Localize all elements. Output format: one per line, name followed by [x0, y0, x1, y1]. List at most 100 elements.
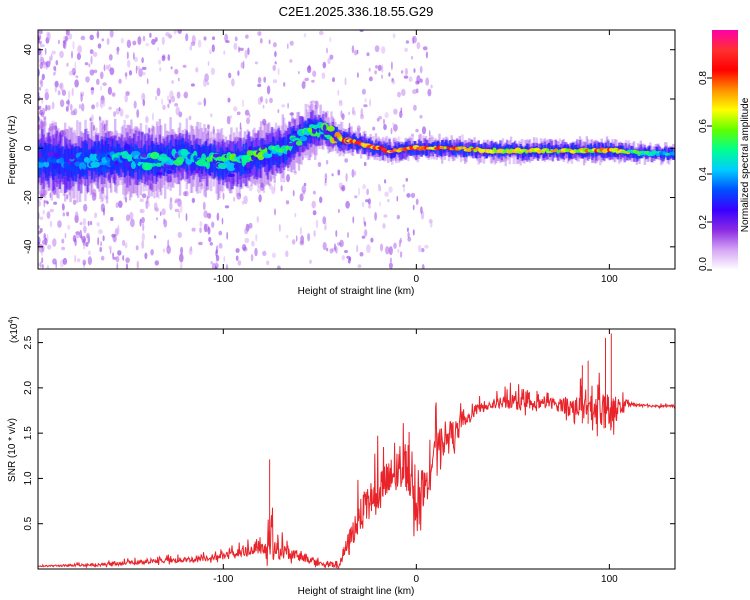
- spectrogram-noise-blob: [103, 123, 106, 132]
- spectrogram-y-tick-label: 20: [23, 93, 34, 105]
- snr-y-tick-label: 2.0: [23, 380, 34, 394]
- spectrogram-noise-blob: [132, 40, 137, 46]
- spectrogram-noise-blob: [404, 67, 408, 76]
- spectrogram-noise-blob: [400, 107, 403, 113]
- spectrogram-noise-blob: [125, 196, 128, 203]
- spectrogram-noise-blob: [379, 201, 381, 207]
- spectrogram-ridge-band: [449, 140, 452, 151]
- spectrogram-noise-blob: [51, 50, 56, 55]
- spectrogram-core-blob: [245, 162, 251, 169]
- spectrogram-noise-blob: [128, 70, 133, 76]
- spectrogram-noise-blob: [293, 170, 298, 175]
- spectrogram-noise-blob: [363, 104, 368, 108]
- spectrogram-noise-blob: [389, 257, 392, 263]
- spectrogram-noise-blob: [145, 43, 150, 47]
- spectrogram-core-blob: [80, 168, 85, 174]
- spectrogram-noise-blob: [393, 124, 398, 132]
- spectrogram-noise-blob: [242, 99, 244, 108]
- spectrogram-noise-blob: [383, 118, 385, 125]
- spectrogram-noise-blob: [324, 111, 328, 118]
- spectrogram-noise-blob: [183, 92, 187, 98]
- spectrogram-noise-blob: [361, 201, 365, 208]
- colorbar-label: Normalized spectral amplitude: [740, 97, 750, 232]
- spectrogram-noise-blob: [260, 182, 265, 191]
- spectrogram-noise-blob: [335, 230, 338, 237]
- spectrogram-noise-blob: [243, 195, 248, 205]
- spectrogram-noise-blob: [257, 76, 262, 84]
- spectrogram-noise-blob: [88, 63, 91, 68]
- spectrogram-ridge-band: [351, 134, 355, 152]
- spectrogram-noise-blob: [226, 231, 229, 240]
- spectrogram-noise-blob: [244, 49, 248, 59]
- spectrogram-noise-blob: [322, 61, 327, 69]
- spectrogram-noise-blob: [356, 244, 359, 253]
- spectrogram-ridge-band: [546, 144, 549, 151]
- spectrogram-noise-blob: [425, 51, 428, 59]
- spectrogram-noise-blob: [167, 239, 170, 249]
- spectrogram-noise-blob: [44, 91, 49, 101]
- spectrogram-noise-blob: [312, 210, 317, 216]
- spectrogram-ridge-band: [526, 143, 529, 152]
- spectrogram-noise-blob: [64, 37, 67, 46]
- spectrogram-noise-blob: [271, 252, 277, 258]
- spectrogram-noise-blob: [415, 80, 420, 85]
- spectrogram-noise-blob: [387, 199, 390, 203]
- spectrogram-ridge-band: [482, 142, 486, 155]
- spectrogram-noise-blob: [388, 246, 393, 256]
- spectrogram-ridge-band: [572, 142, 575, 152]
- spectrogram-noise-blob: [90, 220, 93, 226]
- spectrogram-noise-blob: [141, 240, 145, 249]
- spectrogram-ridge-band: [364, 143, 367, 154]
- spectrogram-noise-blob: [94, 212, 98, 219]
- spectrogram-ridge-band: [332, 126, 336, 140]
- spectrogram-noise-blob: [112, 252, 114, 259]
- spectrogram-noise-blob: [74, 254, 77, 263]
- spectrogram-noise-blob: [185, 213, 188, 222]
- spectrogram-ridge-band: [350, 140, 353, 150]
- snr-y-axis: 0.5 1.0 1.5 2.0 2.5: [23, 335, 675, 531]
- spectrogram-ridge-band: [485, 148, 488, 159]
- spectrogram-ridge-band: [435, 144, 438, 157]
- spectrogram-noise-blob: [199, 227, 202, 234]
- spectrogram-noise-blob: [248, 113, 251, 118]
- spectrogram-noise-blob: [405, 40, 410, 44]
- spectrogram-noise-blob: [67, 98, 70, 108]
- spectrogram-noise-blob: [46, 105, 51, 111]
- spectrogram-noise-blob: [419, 114, 423, 119]
- spectrogram-noise-blob: [349, 256, 352, 261]
- spectrogram-noise-blob: [166, 95, 170, 102]
- spectrogram-ridge-band: [468, 150, 471, 156]
- spectrogram-noise-blob: [137, 36, 142, 45]
- spectrogram-noise-blob: [224, 205, 230, 209]
- spectrogram-core-blob: [671, 152, 675, 156]
- spectrogram-noise-blob: [289, 112, 294, 116]
- spectrogram-y-tick-label: -20: [23, 190, 34, 205]
- spectrogram-core-blob: [44, 156, 49, 163]
- spectrogram-noise-blob: [100, 241, 102, 247]
- spectrogram-ridge-band: [397, 142, 401, 151]
- spectrogram-ridge-band: [431, 142, 434, 148]
- spectrogram-noise-blob: [81, 103, 85, 112]
- spectrogram-ridge-band: [377, 141, 380, 150]
- spectrogram-ridge-band: [573, 145, 576, 153]
- spectrogram-ridge-band: [526, 146, 529, 162]
- spectrogram-noise-blob: [54, 85, 57, 93]
- spectrogram-noise-blob: [71, 87, 74, 97]
- spectrogram-noise-blob: [198, 241, 203, 246]
- spectrogram-noise-blob: [207, 124, 210, 129]
- spectrogram-ridge-band: [601, 143, 605, 152]
- spectrogram-noise-blob: [326, 47, 328, 54]
- spectrogram-core-blob: [176, 156, 185, 163]
- spectrogram-noise-blob: [329, 54, 334, 60]
- spectrogram-noise-blob: [104, 195, 108, 200]
- spectrogram-noise-blob: [291, 239, 296, 245]
- spectrogram-noise-blob: [262, 250, 267, 257]
- spectrogram-noise-blob: [146, 78, 149, 85]
- spectrogram-noise-blob: [274, 61, 277, 65]
- spectrogram-noise-blob: [197, 39, 202, 48]
- spectrogram-noise-blob: [91, 114, 94, 122]
- spectrogram-noise-blob: [241, 200, 245, 205]
- spectrogram-noise-blob: [228, 72, 232, 79]
- spectrogram-ridge-band: [431, 144, 434, 157]
- spectrogram-noise-blob: [175, 198, 180, 202]
